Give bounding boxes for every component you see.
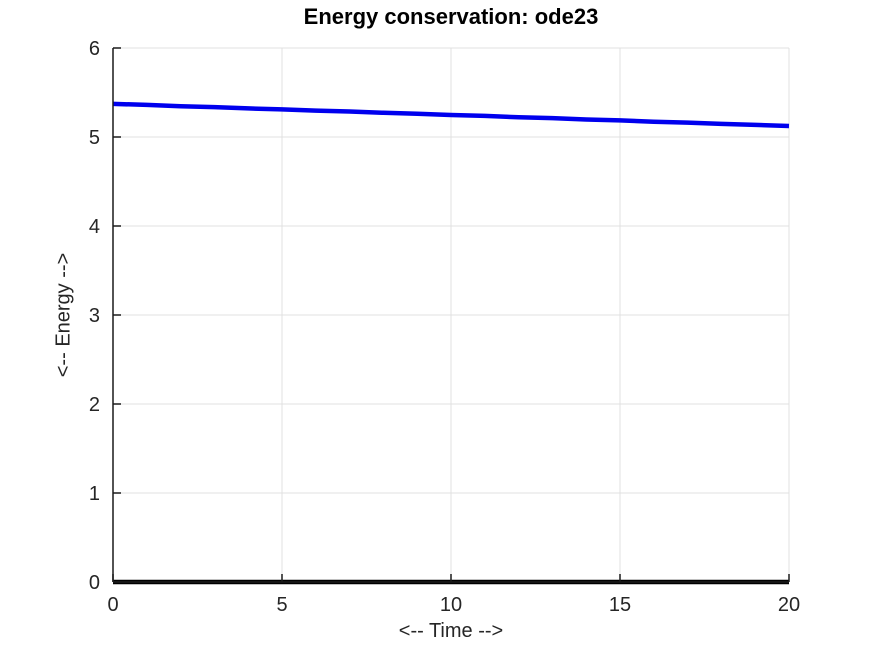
y-tick-label: 5 (89, 127, 100, 149)
x-tick-label: 5 (276, 594, 287, 616)
y-tick-label: 3 (89, 305, 100, 327)
y-tick-label: 6 (89, 38, 100, 60)
y-tick-label: 2 (89, 394, 100, 416)
y-tick-label: 1 (89, 483, 100, 505)
chart-title: Energy conservation: ode23 (303, 4, 599, 29)
y-tick-label: 0 (89, 572, 100, 594)
x-tick-label: 0 (107, 594, 118, 616)
series-energy-line (112, 101, 790, 129)
y-tick-label: 4 (89, 216, 100, 238)
x-tick-label: 15 (609, 594, 631, 616)
x-tick-label: 20 (778, 594, 800, 616)
x-tick-label: 10 (440, 594, 462, 616)
x-axis-label: <-- Time --> (398, 620, 504, 642)
